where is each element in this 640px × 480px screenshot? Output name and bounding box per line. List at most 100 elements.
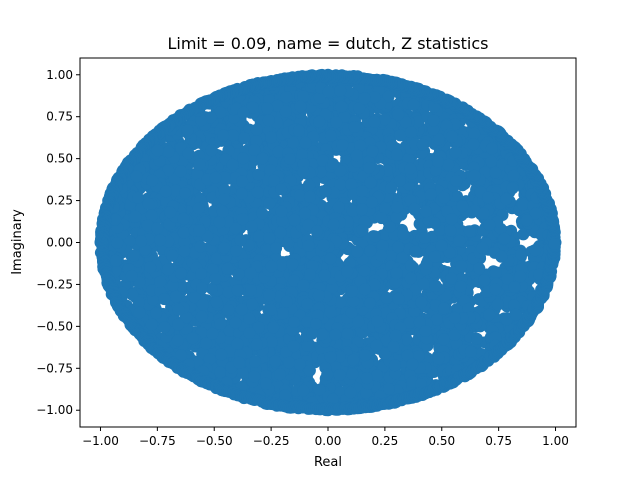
scatter-point: [389, 276, 402, 289]
scatter-point: [204, 111, 217, 124]
scatter-point: [302, 239, 315, 252]
scatter-point: [222, 304, 235, 316]
scatter-point: [428, 100, 441, 113]
scatter-point: [420, 257, 433, 270]
scatter-point: [246, 298, 259, 311]
scatter-point: [231, 284, 244, 297]
scatter-point: [334, 178, 346, 191]
scatter-point: [250, 123, 263, 136]
scatter-point: [265, 260, 278, 273]
scatter-point: [109, 213, 122, 226]
scatter-point: [376, 239, 389, 252]
scatter-point: [238, 258, 251, 271]
scatter-point: [215, 348, 228, 361]
scatter-point: [214, 317, 227, 330]
scatter-point: [394, 129, 407, 142]
scatter-point: [141, 219, 154, 232]
scatter-point: [389, 329, 402, 342]
scatter-point: [281, 235, 293, 248]
scatter-point: [151, 222, 164, 235]
scatter-point: [418, 232, 431, 244]
scatter-point: [507, 169, 520, 182]
scatter-point: [174, 165, 187, 178]
scatter-point: [127, 249, 140, 262]
scatter-point: [262, 114, 275, 127]
scatter-point: [405, 259, 418, 272]
scatter-point: [226, 158, 239, 171]
scatter-point: [205, 282, 218, 295]
scatter-point: [210, 252, 223, 265]
scatter-point: [188, 291, 201, 304]
scatter-point: [151, 144, 164, 157]
scatter-point: [164, 206, 177, 219]
scatter-point: [228, 112, 240, 124]
scatter-point: [485, 155, 498, 168]
scatter-point: [392, 241, 405, 254]
scatter-point: [344, 386, 357, 399]
scatter-point: [205, 144, 218, 157]
scatter-point: [443, 246, 456, 259]
scatter-point: [249, 355, 262, 368]
scatter-point: [356, 185, 368, 198]
scatter-point: [172, 318, 185, 331]
scatter-point: [412, 350, 425, 363]
scatter-point: [506, 182, 519, 195]
scatter-point: [297, 384, 310, 397]
scatter-point: [358, 264, 371, 277]
scatter-point: [256, 152, 269, 165]
scatter-point: [275, 259, 288, 272]
scatter-point: [392, 108, 405, 121]
scatter-point: [412, 115, 425, 128]
scatter-point: [387, 340, 400, 353]
scatter-point: [324, 129, 337, 142]
scatter-point: [375, 249, 388, 262]
scatter-point: [191, 168, 204, 181]
scatter-point: [313, 91, 326, 104]
scatter-point: [222, 286, 235, 299]
scatter-point: [435, 239, 448, 252]
scatter-point: [206, 263, 219, 276]
scatter-point: [390, 211, 403, 224]
scatter-point: [269, 355, 282, 368]
scatter-point: [430, 313, 443, 326]
scatter-point: [174, 267, 187, 280]
scatter-point: [236, 366, 249, 379]
scatter-point: [144, 261, 157, 274]
scatter-point: [195, 310, 208, 323]
scatter-point: [346, 204, 359, 217]
scatter-point: [408, 305, 421, 318]
scatter-point: [508, 281, 521, 293]
scatter-point: [235, 187, 248, 200]
scatter-point: [162, 145, 175, 158]
scatter-point: [200, 337, 213, 350]
scatter-point: [296, 148, 308, 161]
scatter-point: [346, 285, 359, 298]
scatter-point: [283, 356, 296, 369]
scatter-point: [274, 226, 287, 239]
scatter-point: [302, 219, 315, 232]
scatter-point: [408, 202, 421, 215]
scatter-point: [380, 291, 393, 304]
scatter-point: [195, 114, 208, 127]
scatter-point: [232, 268, 245, 281]
scatter-point: [324, 306, 337, 319]
scatter-point: [500, 313, 513, 326]
scatter-point: [275, 205, 288, 218]
scatter-point: [123, 235, 136, 248]
scatter-point: [147, 293, 159, 306]
scatter-point: [301, 339, 314, 352]
scatter-point: [514, 270, 527, 283]
scatter-point: [360, 386, 373, 399]
scatter-point: [253, 230, 265, 243]
scatter-point: [468, 127, 481, 140]
scatter-point: [221, 262, 234, 275]
scatter-point: [517, 198, 529, 211]
scatter-point: [126, 288, 139, 301]
scatter-point: [274, 368, 286, 381]
scatter-point: [125, 269, 138, 282]
scatter-point: [438, 191, 450, 204]
scatter-point: [476, 241, 489, 254]
scatter-point: [477, 207, 490, 220]
scatter-point: [427, 123, 440, 136]
